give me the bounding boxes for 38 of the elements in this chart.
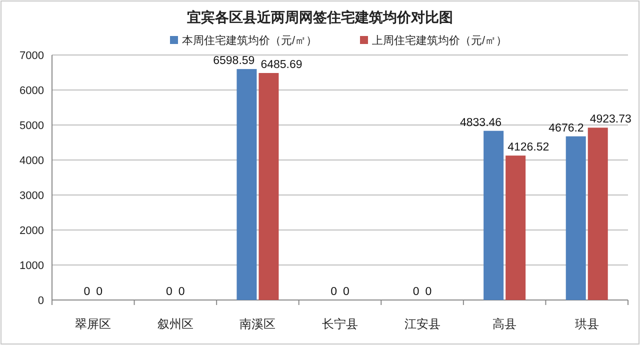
x-tick-label: 高县 bbox=[492, 317, 517, 331]
bar bbox=[484, 130, 504, 300]
data-label: 6598.59 bbox=[213, 55, 255, 68]
bar bbox=[566, 136, 586, 300]
y-tick-label: 4000 bbox=[20, 155, 44, 167]
bar bbox=[506, 156, 526, 300]
y-tick-label: 1000 bbox=[20, 260, 44, 272]
data-label: 0 bbox=[330, 286, 337, 298]
bar bbox=[258, 73, 279, 300]
data-label: 0 bbox=[343, 286, 350, 298]
data-label: 4833.46 bbox=[460, 116, 502, 129]
data-label: 0 bbox=[166, 286, 172, 298]
bar bbox=[588, 128, 608, 300]
y-tick-label: 7000 bbox=[20, 50, 44, 62]
data-label: 4126.52 bbox=[508, 142, 550, 154]
x-tick-label: 江安县 bbox=[404, 317, 440, 331]
x-tick-label: 珙县 bbox=[574, 317, 599, 331]
y-tick-label: 6000 bbox=[20, 85, 44, 97]
data-label: 4923.73 bbox=[590, 114, 632, 126]
legend-label: 本周住宅建筑均价（元/㎡） bbox=[182, 34, 318, 47]
x-tick-label: 长宁县 bbox=[322, 317, 358, 331]
data-label: 0 bbox=[96, 286, 103, 298]
data-label: 4676.2 bbox=[548, 122, 584, 134]
data-label: 6485.69 bbox=[260, 59, 302, 71]
y-tick-label: 2000 bbox=[20, 225, 44, 237]
x-tick-label: 南溪区 bbox=[240, 317, 276, 331]
legend-label: 上周住宅建筑均价（元/㎡） bbox=[372, 34, 508, 47]
y-tick-label: 3000 bbox=[20, 190, 44, 202]
x-tick-label: 叙州区 bbox=[157, 317, 194, 331]
data-label: 0 bbox=[412, 286, 420, 298]
y-tick-label: 5000 bbox=[20, 120, 44, 132]
data-label: 0 bbox=[425, 286, 432, 298]
bar bbox=[236, 69, 257, 300]
chart-title: 宜宾各区县近两周网签住宅建筑均价对比图 bbox=[187, 9, 453, 25]
data-label: 0 bbox=[178, 286, 185, 298]
data-label: 0 bbox=[84, 286, 90, 298]
x-tick-label: 翠屏区 bbox=[75, 317, 112, 331]
y-tick-label: 0 bbox=[38, 295, 44, 307]
